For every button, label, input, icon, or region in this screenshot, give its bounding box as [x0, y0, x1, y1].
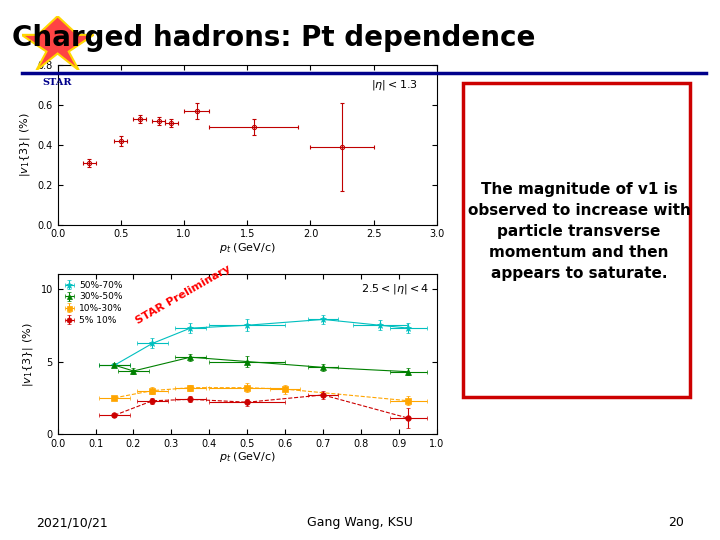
Text: 2021/10/21: 2021/10/21 [36, 516, 108, 529]
Text: 20: 20 [668, 516, 684, 529]
Text: Charged hadrons: Pt dependence: Charged hadrons: Pt dependence [12, 24, 535, 52]
FancyBboxPatch shape [463, 83, 690, 397]
Text: Gang Wang, KSU: Gang Wang, KSU [307, 516, 413, 529]
Text: STAR Preliminary: STAR Preliminary [135, 263, 233, 326]
Text: $2.5<|\eta|<4$: $2.5<|\eta|<4$ [361, 282, 429, 296]
Text: $|\eta|<1.3$: $|\eta|<1.3$ [371, 78, 418, 92]
Text: The magnitude of v1 is
observed to increase with
particle transverse
momentum an: The magnitude of v1 is observed to incre… [468, 181, 690, 280]
X-axis label: $p_t$ (GeV/c): $p_t$ (GeV/c) [219, 450, 276, 464]
Y-axis label: $|v_1\{3\}|$ (%): $|v_1\{3\}|$ (%) [21, 322, 35, 387]
X-axis label: $p_t$ (GeV/c): $p_t$ (GeV/c) [219, 241, 276, 255]
Y-axis label: $|v_1\{3\}|$ (%): $|v_1\{3\}|$ (%) [18, 112, 32, 177]
Text: STAR: STAR [43, 78, 72, 87]
Polygon shape [22, 16, 94, 70]
Legend: 50%-70%, 30%-50%, 10%-30%, 5% 10%: 50%-70%, 30%-50%, 10%-30%, 5% 10% [62, 279, 125, 327]
